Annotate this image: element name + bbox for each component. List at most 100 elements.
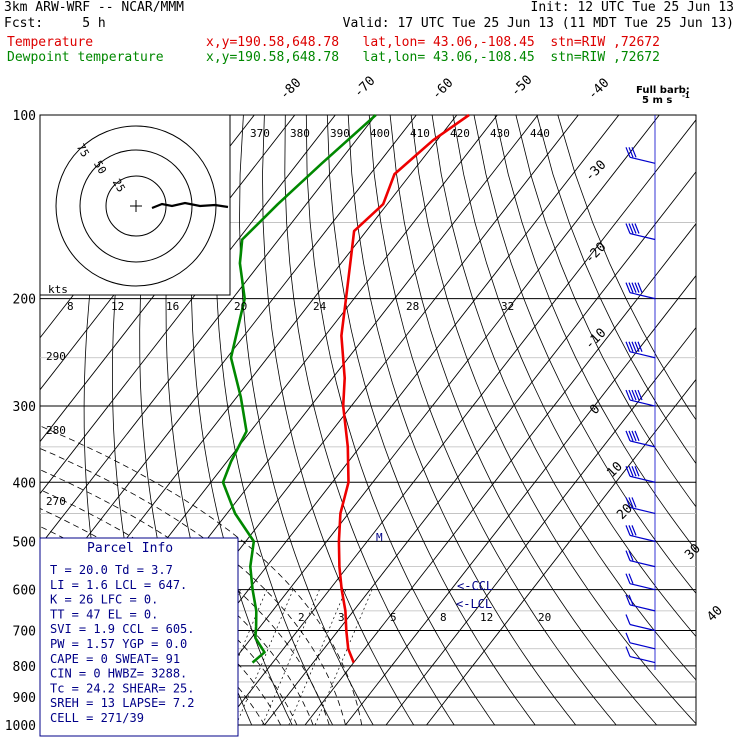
dry-adiabat-420: [473, 115, 696, 594]
dewpoint-station-info: x,y=190.58,648.78 lat,lon= 43.06,-108.45…: [206, 50, 660, 65]
temperature-line: [337, 113, 470, 664]
dry-adiabat-340: [305, 115, 496, 725]
sounding-series: [221, 113, 470, 664]
isotherm-label: -60: [429, 76, 456, 103]
barb-flag: [634, 389, 640, 401]
barb-flag: [625, 466, 631, 477]
barb-flag: [631, 147, 637, 158]
isotherm-20: [304, 222, 696, 725]
parcel-info-row: SVI = 1.9 CCL = 605.: [50, 622, 195, 636]
barb-flag: [628, 573, 634, 584]
isotherm-label: -50: [508, 73, 535, 100]
theta-label-left: 270: [46, 495, 66, 508]
mixing-ratio-label-lower: 12: [480, 611, 493, 624]
barb-staff: [629, 475, 656, 483]
barb-flag: [625, 430, 631, 442]
parcel-info-title: Parcel Info: [87, 541, 173, 556]
barb-flag: [625, 550, 631, 561]
barb-legend-value: 5 m s: [642, 95, 672, 106]
wind-barb: [625, 573, 656, 591]
dewpoint-line: [221, 114, 377, 664]
mixing-ratio-label-lower: 20: [538, 611, 551, 624]
barb-flag: [628, 550, 634, 561]
isotherm-label: 10: [604, 459, 626, 481]
isotherm-label: -40: [585, 76, 612, 103]
theta-label: 430: [490, 127, 510, 140]
dry-adiabat-390: [410, 115, 696, 725]
dry-adiabat-380: [389, 115, 658, 725]
isotherm-label: 40: [704, 603, 726, 625]
parcel-info-row: TT = 47 EL = 0.: [50, 607, 158, 621]
pressure-tick-label: 600: [13, 584, 36, 599]
barb-flag: [625, 282, 631, 293]
barb-flag: [631, 525, 637, 536]
dry-adiabat-300: [215, 115, 334, 725]
barb-flag: [631, 223, 637, 234]
model-title: 3km ARW-WRF -- NCAR/MMM: [4, 0, 185, 15]
parcel-info-row: CAPE = 0 SWEAT= 91: [50, 652, 180, 666]
barb-flag: [625, 573, 631, 584]
barb-flag: [631, 466, 637, 477]
hodograph-trace: [151, 201, 229, 210]
hodograph-ring-label: 50: [91, 158, 109, 176]
pressure-tick-label: 100: [13, 109, 36, 124]
mixing-ratio-label: 20: [234, 300, 247, 313]
mixing-ratio-label: 32: [501, 300, 514, 313]
barb-flag: [634, 466, 640, 477]
pressure-tick-label: 300: [13, 400, 36, 415]
wind-barb: [625, 147, 656, 164]
parcel-info-row: CELL = 271/39: [50, 711, 144, 725]
isotherm-label: -70: [351, 74, 378, 101]
ccl-marker: <-CCL: [457, 579, 493, 593]
wind-barb: [625, 497, 656, 515]
barb-staff: [629, 292, 656, 300]
isotherm-0: [223, 119, 696, 725]
wind-barb: [625, 341, 656, 359]
barb-flag: [628, 341, 634, 352]
pressure-tick-label: 500: [13, 535, 36, 550]
mixing-ratio-label: 28: [406, 300, 419, 313]
barb-staff: [629, 623, 656, 632]
barb-staff: [629, 156, 656, 164]
mixing-ratio-8: [262, 589, 320, 725]
barb-flag: [631, 430, 637, 442]
hodograph-ring-label: 75: [74, 142, 92, 160]
wind-barb: [625, 646, 656, 664]
isotherm-label: -10: [582, 326, 609, 353]
barb-flag: [625, 147, 631, 158]
barb-flag: [625, 646, 631, 657]
theta-label: 410: [410, 127, 430, 140]
pressure-tick-label: 1000: [5, 719, 36, 734]
barb-flag: [628, 389, 634, 401]
wind-barb: [625, 282, 656, 300]
barb-flag: [637, 282, 643, 293]
barb-staff: [629, 642, 656, 650]
mixing-ratio-label: 8: [67, 300, 74, 313]
dry-adiabat-440: [515, 115, 696, 508]
barb-flag: [637, 341, 643, 352]
dry-adiabat-360: [347, 115, 577, 725]
barb-flag: [634, 223, 640, 234]
barb-flag: [625, 594, 631, 606]
hodograph-ring-25: [105, 175, 167, 237]
wind-barb: [625, 632, 656, 650]
temperature-legend-label: Temperature: [7, 35, 94, 50]
wind-barb: [625, 466, 656, 483]
barb-flag: [631, 282, 637, 293]
hodograph-ring-label: 25: [110, 177, 128, 195]
isotherm--80: [40, 115, 377, 547]
mixing-ratio-label: 24: [313, 300, 327, 313]
isotherm-label: -80: [277, 76, 304, 103]
wind-barb: [625, 594, 656, 612]
parcel-info-row: Tc = 24.2 SHEAR= 25.: [50, 681, 195, 695]
barb-staff: [629, 534, 656, 542]
lcl-marker: <-LCL: [456, 597, 492, 611]
dry-adiabat-460: [557, 115, 696, 421]
isotherm-label: 30: [682, 541, 704, 563]
moist-adiabat-34: [40, 425, 363, 725]
isotherm--10: [183, 115, 660, 725]
mixing-ratio-label-lower: 5: [390, 611, 397, 624]
isotherm-label: -30: [582, 158, 609, 185]
parcel-info-box: [39, 537, 239, 737]
barb-flag: [631, 497, 637, 508]
